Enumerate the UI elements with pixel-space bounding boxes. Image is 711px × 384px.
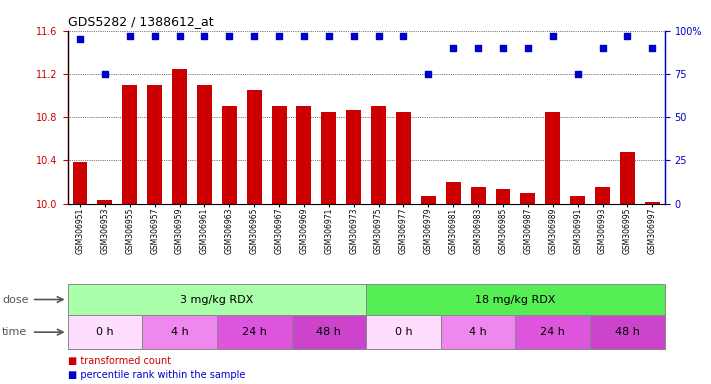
Bar — [296, 106, 311, 204]
Point — [423, 71, 434, 77]
Bar — [645, 202, 660, 204]
Text: 4 h: 4 h — [171, 327, 188, 337]
Bar — [446, 182, 461, 204]
Point — [647, 45, 658, 51]
Point — [373, 33, 385, 39]
Point — [249, 33, 260, 39]
Point — [597, 45, 609, 51]
Bar — [441, 315, 515, 349]
Text: time: time — [2, 327, 28, 337]
Text: ■ percentile rank within the sample: ■ percentile rank within the sample — [68, 370, 245, 380]
Bar — [366, 315, 441, 349]
Text: 48 h: 48 h — [316, 327, 341, 337]
Bar — [590, 315, 665, 349]
Bar — [172, 68, 187, 204]
Text: 24 h: 24 h — [540, 327, 565, 337]
Bar — [73, 162, 87, 204]
Bar — [366, 284, 665, 315]
Point — [547, 33, 559, 39]
Text: GDS5282 / 1388612_at: GDS5282 / 1388612_at — [68, 15, 213, 28]
Point — [448, 45, 459, 51]
Point — [224, 33, 235, 39]
Point — [174, 33, 186, 39]
Point — [199, 33, 210, 39]
Bar — [471, 187, 486, 204]
Text: 18 mg/kg RDX: 18 mg/kg RDX — [475, 295, 556, 305]
Text: dose: dose — [2, 295, 28, 305]
Text: ■ transformed count: ■ transformed count — [68, 356, 171, 366]
Text: 24 h: 24 h — [242, 327, 267, 337]
Bar — [515, 315, 590, 349]
Bar — [142, 315, 217, 349]
Point — [100, 71, 111, 77]
Bar — [97, 200, 112, 204]
Point — [398, 33, 410, 39]
Bar — [147, 85, 162, 204]
Bar — [570, 196, 585, 204]
Point — [124, 33, 136, 39]
Point — [324, 33, 335, 39]
Point — [149, 33, 161, 39]
Point — [75, 36, 86, 42]
Point — [348, 33, 360, 39]
Bar — [272, 106, 287, 204]
Bar — [620, 152, 635, 204]
Bar — [197, 85, 212, 204]
Text: 4 h: 4 h — [469, 327, 487, 337]
Point — [522, 45, 533, 51]
Point — [622, 33, 634, 39]
Point — [572, 71, 584, 77]
Point — [473, 45, 484, 51]
Bar — [346, 109, 361, 204]
Text: 0 h: 0 h — [395, 327, 412, 337]
Bar — [595, 187, 610, 204]
Text: 48 h: 48 h — [615, 327, 640, 337]
Bar — [545, 112, 560, 204]
Bar — [292, 315, 366, 349]
Bar — [122, 85, 137, 204]
Bar — [421, 196, 436, 204]
Point — [498, 45, 509, 51]
Bar — [217, 315, 292, 349]
Bar — [247, 90, 262, 204]
Bar — [371, 106, 386, 204]
Bar — [520, 193, 535, 204]
Bar — [68, 284, 366, 315]
Bar — [496, 189, 510, 204]
Bar — [321, 112, 336, 204]
Text: 3 mg/kg RDX: 3 mg/kg RDX — [180, 295, 254, 305]
Bar — [396, 112, 411, 204]
Point — [274, 33, 285, 39]
Bar — [68, 315, 142, 349]
Point — [299, 33, 310, 39]
Text: 0 h: 0 h — [96, 327, 114, 337]
Bar — [222, 106, 237, 204]
